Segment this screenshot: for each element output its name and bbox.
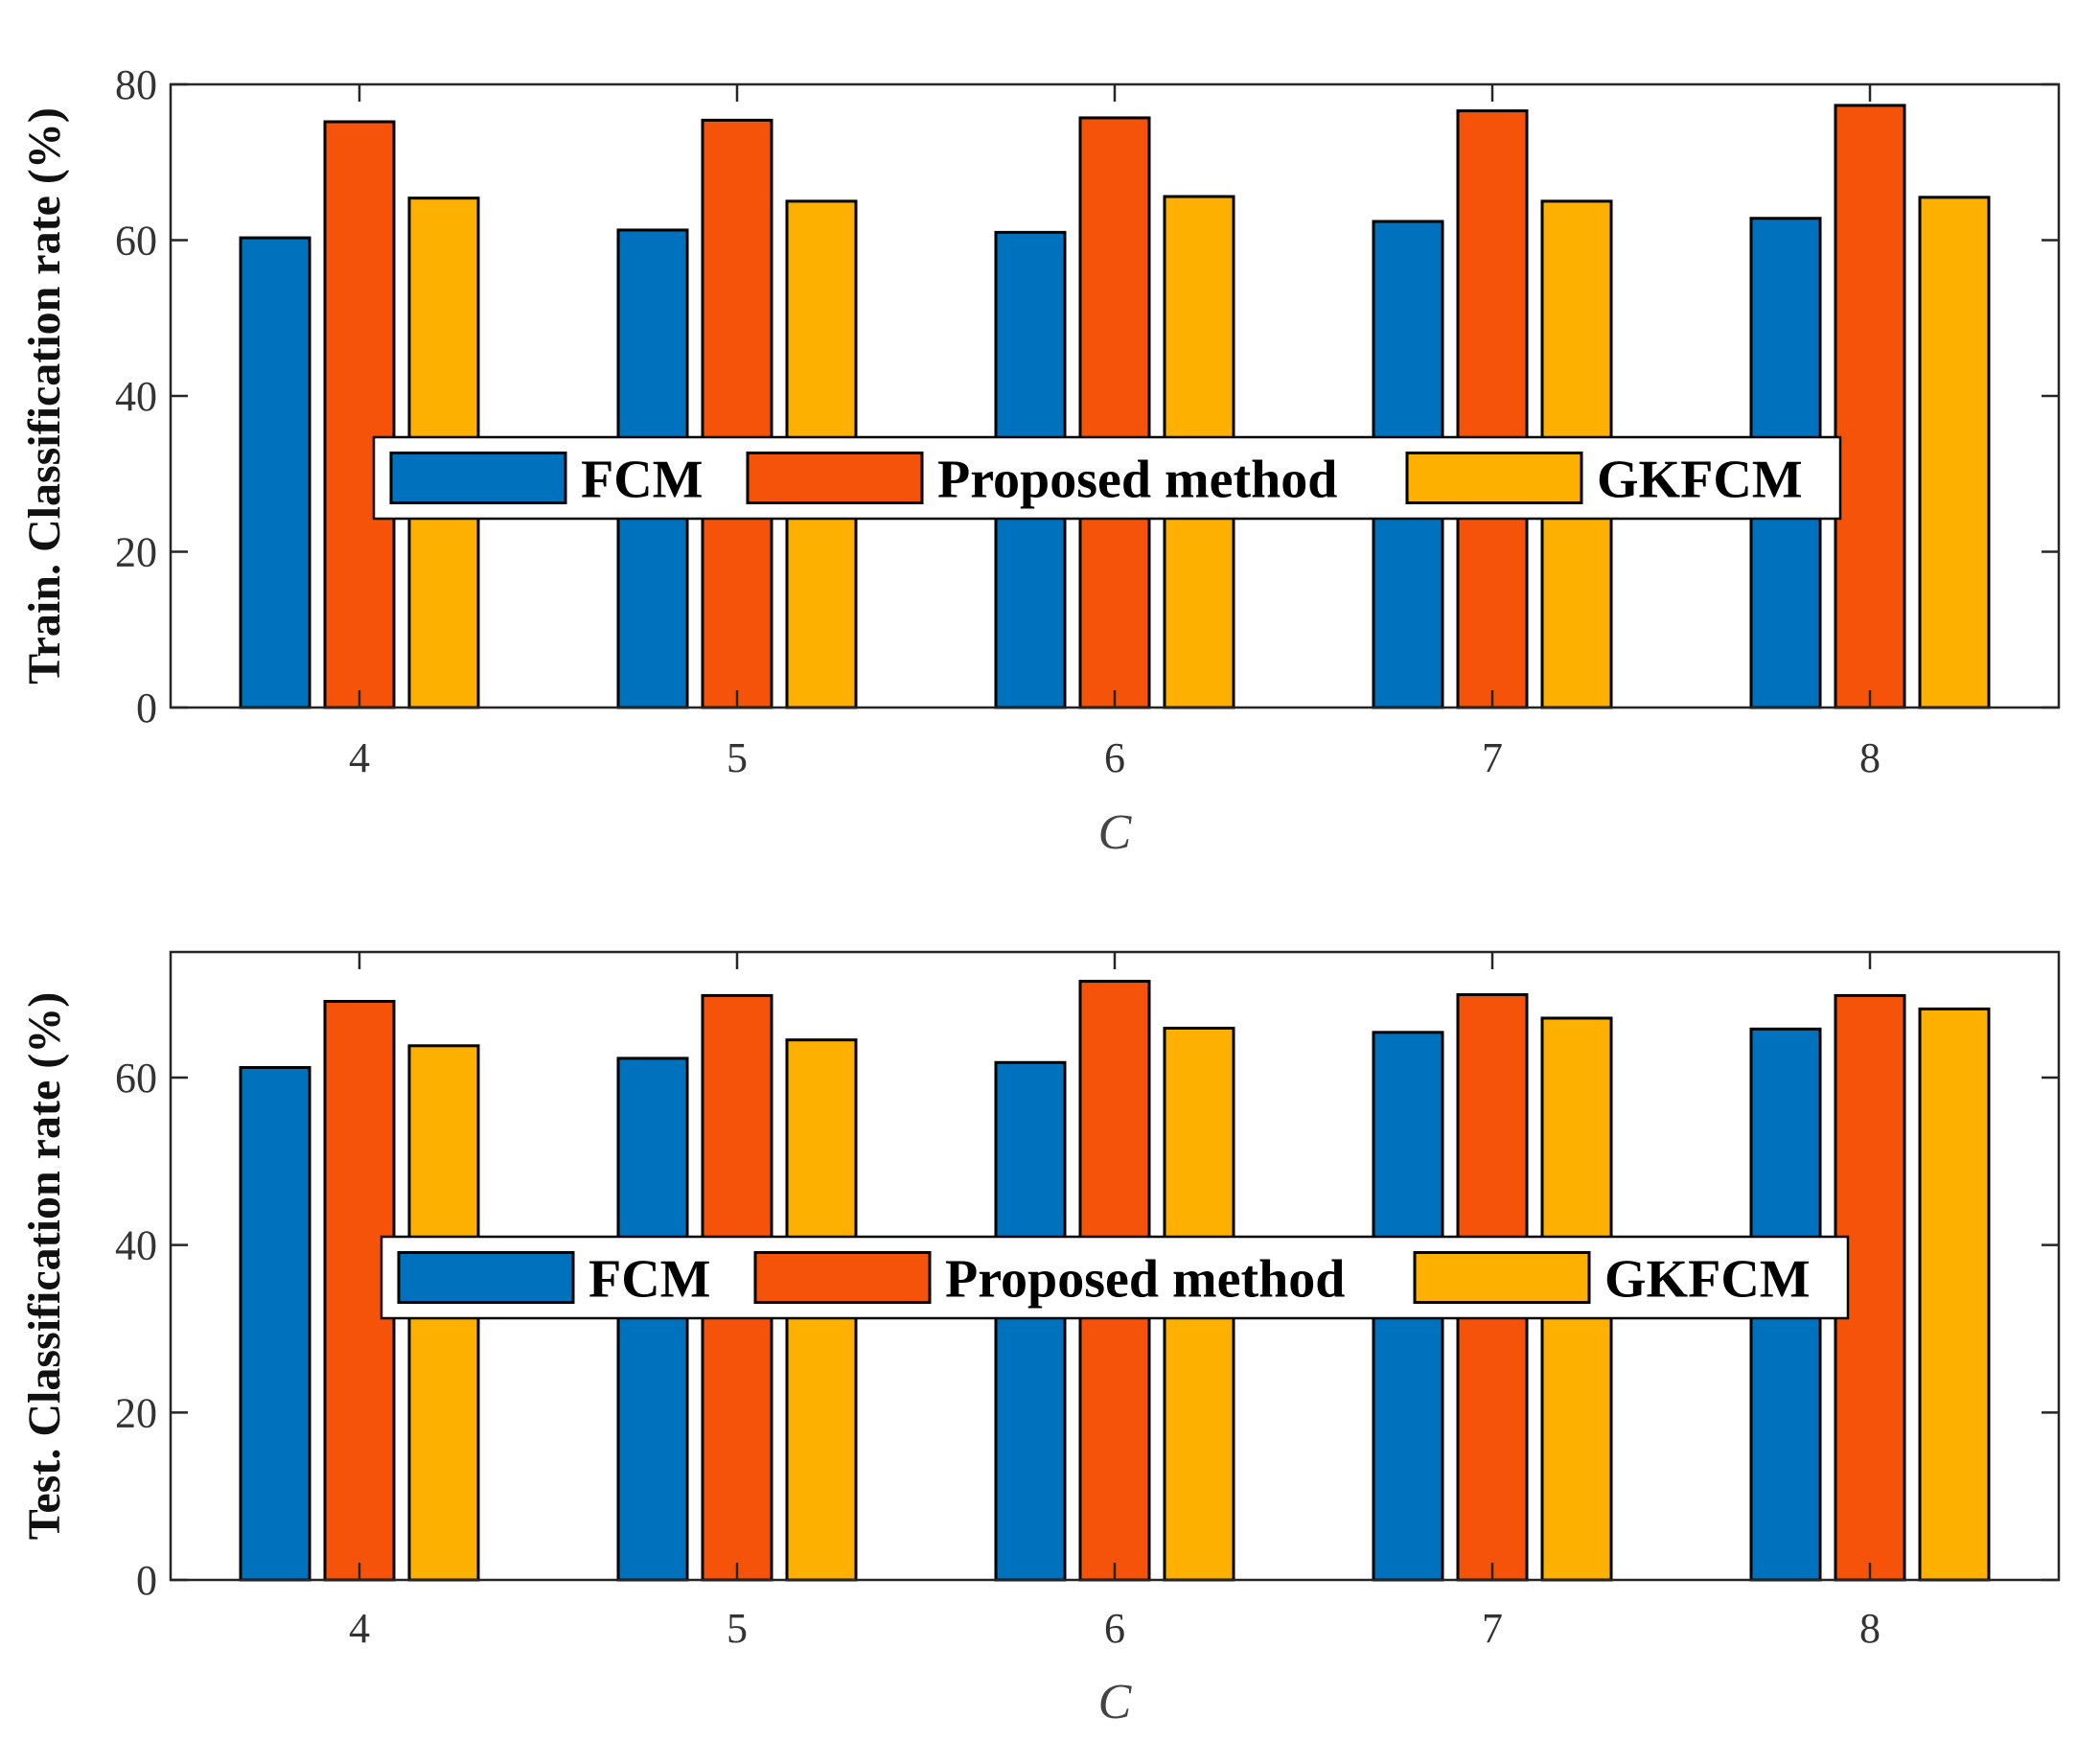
legend-label: GKFCM xyxy=(1597,451,1803,510)
legend-swatch-fcm xyxy=(389,452,567,504)
bar-proposed-method-6 xyxy=(1078,116,1151,709)
y-tick-label: 0 xyxy=(136,685,157,731)
y-axis-label: Test. Classification rate (%) xyxy=(19,992,70,1540)
x-tick-label: 8 xyxy=(1859,1605,1881,1652)
bar-fcm-6 xyxy=(994,1060,1067,1582)
x-tick-label: 7 xyxy=(1482,734,1503,781)
y-axis-label: Train. Classification rate (%) xyxy=(19,107,70,685)
legend-label: FCM xyxy=(588,1250,711,1310)
x-tick-label: 4 xyxy=(349,734,370,781)
x-axis-label: C xyxy=(1098,1675,1133,1729)
test-chart: 0 20 40 60 4 5 6 7 8 C Test. Classification rate (… xyxy=(19,950,2061,1729)
legend: FCM Proposed method GKFCM xyxy=(372,435,1842,521)
bar-fcm-4 xyxy=(239,236,312,709)
bar-fcm-4 xyxy=(239,1066,312,1582)
x-tick-label: 5 xyxy=(727,734,748,781)
y-tick-label: 60 xyxy=(115,218,157,265)
train-chart: 0 20 40 60 80 4 5 6 7 8 C Train. Classification rat… xyxy=(19,61,2061,860)
legend-swatch-proposed-method xyxy=(746,452,924,504)
legend-box xyxy=(372,435,1842,521)
y-tick-label: 40 xyxy=(115,373,157,420)
legend-label: FCM xyxy=(581,451,704,510)
x-tick-label: 6 xyxy=(1104,734,1125,781)
bar-proposed-method-5 xyxy=(701,118,773,709)
legend-box xyxy=(380,1235,1850,1320)
legend: FCM Proposed method GKFCM xyxy=(380,1235,1850,1320)
x-axis-label: C xyxy=(1098,805,1133,860)
bar-gkfcm-8 xyxy=(1918,1007,1991,1582)
y-tick-label: 0 xyxy=(136,1557,157,1604)
y-tick-label: 60 xyxy=(115,1055,157,1102)
legend-label: Proposed method xyxy=(937,451,1337,510)
y-tick-label: 40 xyxy=(115,1222,157,1269)
legend-swatch-fcm xyxy=(397,1251,575,1304)
y-tick-label: 20 xyxy=(115,529,157,576)
x-tick-label: 4 xyxy=(349,1605,370,1652)
legend-swatch-gkfcm xyxy=(1405,452,1583,504)
x-tick-label: 8 xyxy=(1859,734,1881,781)
legend-label: Proposed method xyxy=(945,1250,1345,1310)
y-tick-label: 80 xyxy=(115,61,157,108)
bar-proposed-method-7 xyxy=(1456,109,1529,709)
legend-label: GKFCM xyxy=(1604,1250,1811,1310)
legend-swatch-gkfcm xyxy=(1413,1251,1591,1304)
y-tick-label: 20 xyxy=(115,1389,157,1436)
x-tick-label: 7 xyxy=(1482,1605,1503,1652)
bar-proposed-method-4 xyxy=(323,120,396,709)
bar-gkfcm-8 xyxy=(1918,196,1991,709)
legend-swatch-proposed-method xyxy=(753,1251,932,1304)
bar-proposed-method-8 xyxy=(1834,104,1906,709)
x-tick-label: 5 xyxy=(727,1605,748,1652)
x-tick-label: 6 xyxy=(1104,1605,1125,1652)
